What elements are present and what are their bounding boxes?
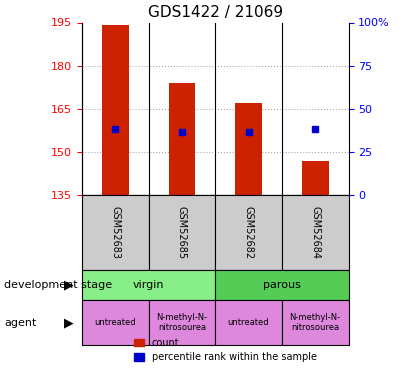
- FancyBboxPatch shape: [215, 270, 348, 300]
- Title: GDS1422 / 21069: GDS1422 / 21069: [147, 5, 282, 20]
- Bar: [301, 160, 328, 195]
- FancyBboxPatch shape: [215, 195, 281, 270]
- FancyBboxPatch shape: [148, 195, 215, 270]
- FancyBboxPatch shape: [82, 195, 148, 270]
- Text: N-methyl-N-
nitrosourea: N-methyl-N- nitrosourea: [156, 313, 207, 332]
- FancyBboxPatch shape: [215, 300, 281, 345]
- Text: parous: parous: [262, 280, 300, 290]
- FancyBboxPatch shape: [281, 300, 348, 345]
- Text: GSM52685: GSM52685: [177, 206, 187, 259]
- FancyBboxPatch shape: [281, 195, 348, 270]
- Text: ▶: ▶: [64, 316, 74, 329]
- Text: GSM52683: GSM52683: [110, 206, 120, 259]
- Text: untreated: untreated: [227, 318, 269, 327]
- Text: N-methyl-N-
nitrosourea: N-methyl-N- nitrosourea: [289, 313, 340, 332]
- Bar: [168, 83, 195, 195]
- Text: development stage: development stage: [4, 280, 112, 290]
- Text: agent: agent: [4, 318, 36, 327]
- Text: untreated: untreated: [94, 318, 136, 327]
- Bar: [102, 26, 128, 195]
- FancyBboxPatch shape: [148, 300, 215, 345]
- Text: GSM52682: GSM52682: [243, 206, 253, 259]
- FancyBboxPatch shape: [82, 270, 215, 300]
- Bar: [235, 103, 261, 195]
- Text: virgin: virgin: [133, 280, 164, 290]
- Text: GSM52684: GSM52684: [310, 206, 319, 259]
- FancyBboxPatch shape: [82, 300, 148, 345]
- Legend: count, percentile rank within the sample: count, percentile rank within the sample: [130, 334, 320, 366]
- Text: ▶: ▶: [64, 279, 74, 291]
